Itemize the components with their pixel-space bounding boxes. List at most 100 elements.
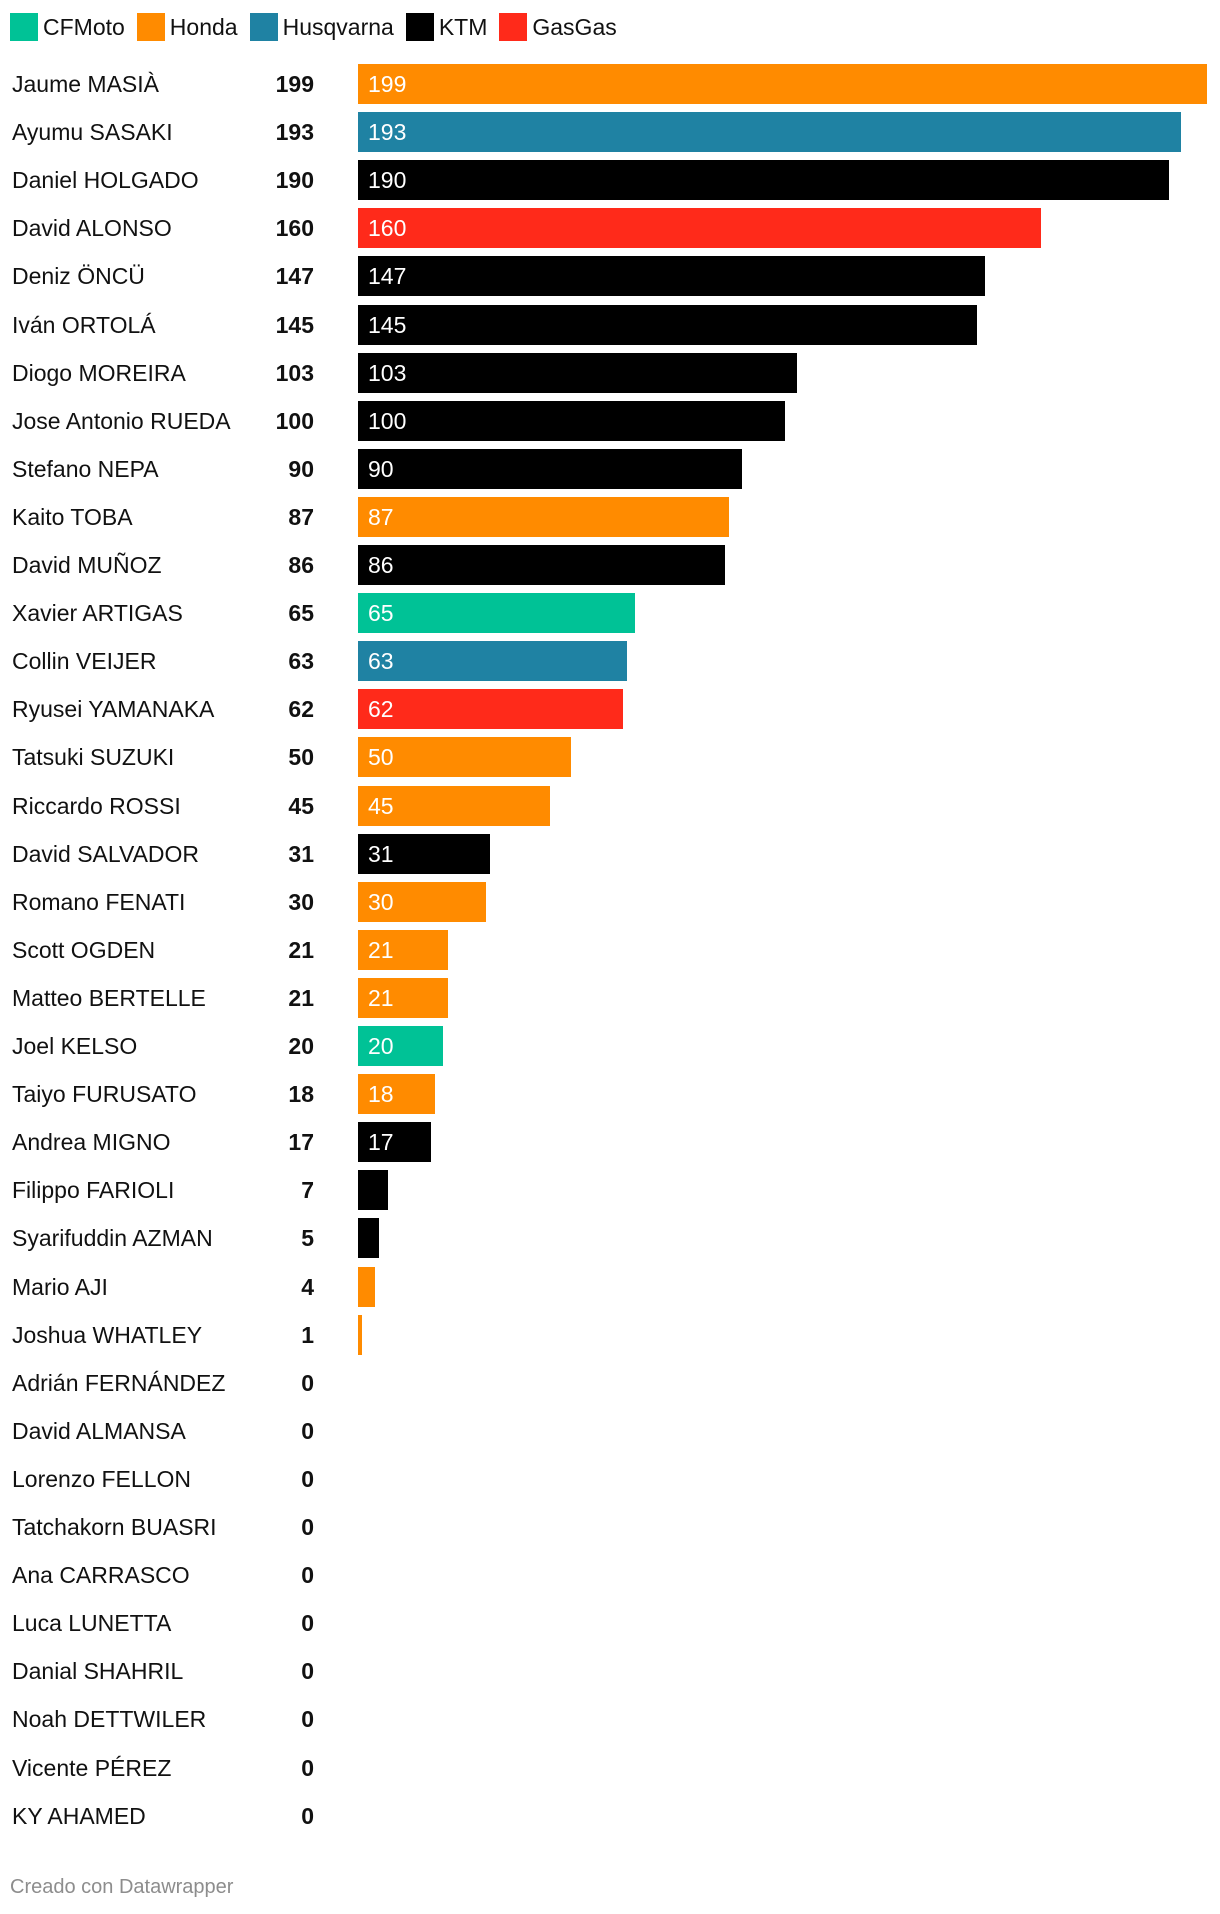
chart-row: Filippo FARIOLI 7 — [0, 1170, 1220, 1211]
rider-name: Mario AJI — [12, 1273, 108, 1300]
rider-name: Luca LUNETTA — [12, 1610, 172, 1637]
rider-name: Tatsuki SUZUKI — [12, 744, 175, 771]
bar: 50 — [358, 737, 572, 778]
rider-name: Iván ORTOLÁ — [12, 311, 156, 338]
bar-label: 87 — [368, 503, 394, 530]
rider-name: Romano FENATI — [12, 888, 186, 915]
chart-row: Syarifuddin AZMAN 5 — [0, 1218, 1220, 1259]
bar: 100 — [358, 400, 785, 441]
points-value: 147 — [275, 263, 314, 290]
rider-name: Danial SHAHRIL — [12, 1658, 184, 1685]
points-value: 62 — [288, 696, 314, 723]
chart-row: Tatchakorn BUASRI 0 — [0, 1507, 1220, 1547]
chart-row: Joshua WHATLEY 1 — [0, 1314, 1220, 1355]
chart-row: Daniel HOLGADO 190 190 — [0, 160, 1220, 201]
bar-label: 145 — [368, 311, 407, 338]
points-value: 20 — [288, 1033, 314, 1059]
bar-label: 31 — [368, 840, 394, 867]
bar-label: 86 — [368, 552, 394, 578]
chart-row: Jaume MASIÀ 199 199 — [0, 64, 1220, 104]
chart-row: Andrea MIGNO 17 17 — [0, 1122, 1220, 1163]
rider-name: Xavier ARTIGAS — [12, 600, 183, 627]
chart-row: Kaito TOBA 87 87 — [0, 496, 1220, 537]
bar: 190 — [358, 160, 1169, 201]
points-value: 30 — [288, 888, 314, 915]
points-value: 145 — [275, 311, 314, 338]
rider-name: David ALONSO — [12, 215, 172, 242]
chart-row: Ryusei YAMANAKA 62 62 — [0, 689, 1220, 730]
rider-name: Collin VEIJER — [12, 648, 157, 675]
points-value: 0 — [301, 1514, 314, 1540]
rider-name: Jaume MASIÀ — [12, 71, 159, 97]
points-value: 86 — [288, 552, 314, 578]
bar-label: 18 — [368, 1081, 394, 1108]
bar-label: 100 — [368, 407, 407, 434]
bar-label: 21 — [368, 936, 394, 963]
legend-label: GasGas — [532, 13, 617, 40]
points-value: 0 — [301, 1417, 314, 1444]
chart-row: Deniz ÖNCÜ 147 147 — [0, 256, 1220, 297]
bar: 87 — [358, 496, 730, 537]
points-value: 4 — [301, 1273, 314, 1300]
rider-name: Ana CARRASCO — [12, 1562, 190, 1589]
chart-row: David SALVADOR 31 31 — [0, 833, 1220, 874]
rider-name: David ALMANSA — [12, 1417, 186, 1444]
rider-name: Kaito TOBA — [12, 503, 133, 530]
rider-name: Lorenzo FELLON — [12, 1465, 191, 1492]
chart-row: David ALMANSA 0 — [0, 1411, 1220, 1451]
points-value: 31 — [288, 840, 314, 867]
rider-name: Syarifuddin AZMAN — [12, 1225, 213, 1252]
bar-label: 30 — [368, 888, 394, 915]
bar: 145 — [358, 304, 977, 345]
points-value: 0 — [301, 1706, 314, 1733]
bar: 18 — [358, 1074, 435, 1115]
bar-label: 17 — [368, 1129, 394, 1156]
bar: 199 — [358, 64, 1207, 104]
bar: 193 — [358, 112, 1182, 153]
bar-label: 190 — [368, 167, 407, 194]
bar-label: 193 — [368, 119, 407, 146]
chart-row: Diogo MOREIRA 103 103 — [0, 352, 1220, 393]
rider-name: Jose Antonio RUEDA — [12, 407, 231, 434]
points-value: 0 — [301, 1802, 314, 1829]
chart-row: David MUÑOZ 86 86 — [0, 545, 1220, 585]
points-value: 100 — [275, 407, 314, 434]
chart-row: Joel KELSO 20 20 — [0, 1026, 1220, 1066]
chart-row: Ana CARRASCO 0 — [0, 1555, 1220, 1595]
legend-swatch — [10, 13, 38, 41]
points-value: 193 — [275, 119, 314, 146]
points-value: 45 — [288, 792, 314, 819]
rider-name: Andrea MIGNO — [12, 1129, 171, 1156]
bar — [358, 1314, 363, 1355]
legend-swatch — [249, 13, 278, 41]
legend: CFMoto Honda Husqvarna KTM GasGas — [10, 12, 617, 42]
bar: 65 — [358, 593, 636, 634]
points-value: 160 — [275, 215, 314, 242]
chart-row: Stefano NEPA 90 90 — [0, 448, 1220, 489]
points-value: 87 — [288, 503, 314, 530]
chart-row: Xavier ARTIGAS 65 65 — [0, 593, 1220, 634]
chart-row: Iván ORTOLÁ 145 145 — [0, 304, 1220, 345]
bar: 30 — [358, 881, 486, 922]
legend-item: GasGas — [499, 13, 617, 41]
legend-item: KTM — [405, 13, 488, 41]
bar-label: 65 — [368, 600, 394, 627]
points-value: 190 — [275, 167, 314, 194]
points-value: 65 — [288, 600, 314, 627]
rider-name: Diogo MOREIRA — [12, 359, 186, 386]
bar-label: 50 — [368, 744, 394, 771]
bar: 62 — [358, 689, 623, 730]
bar-label: 63 — [368, 648, 394, 675]
rider-name: Vicente PÉREZ — [12, 1754, 172, 1781]
chart-row: Riccardo ROSSI 45 45 — [0, 785, 1220, 826]
bar-label: 20 — [368, 1033, 394, 1059]
points-value: 0 — [301, 1369, 314, 1396]
bar: 21 — [358, 977, 448, 1018]
points-value: 0 — [301, 1465, 314, 1492]
legend-label: KTM — [438, 13, 488, 40]
points-value: 0 — [301, 1658, 314, 1685]
bar: 86 — [358, 545, 725, 585]
chart-row: Vicente PÉREZ 0 — [0, 1748, 1220, 1788]
bar: 160 — [358, 208, 1041, 249]
rider-name: Filippo FARIOLI — [12, 1177, 175, 1204]
